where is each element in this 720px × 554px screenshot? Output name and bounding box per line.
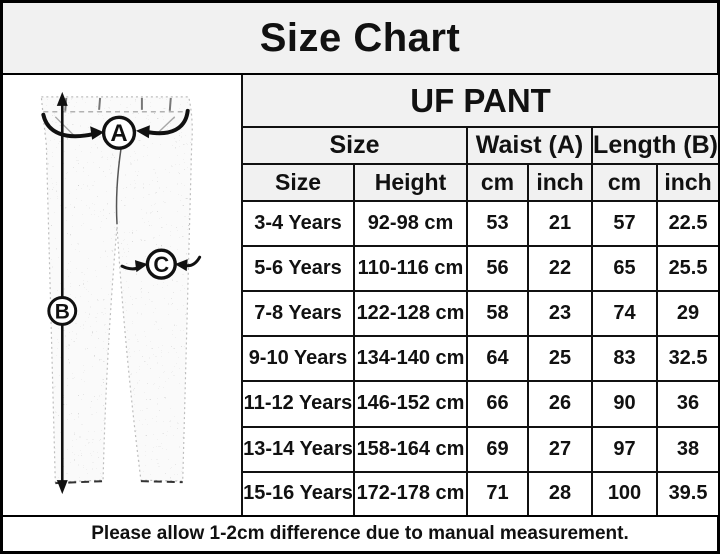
size-cell: 15-16 Years [241,470,355,515]
length-inch-cell: 25.5 [655,245,719,293]
length-cm-cell: 57 [591,199,658,248]
length-cm-cell: 90 [591,380,658,428]
waist-inch-cell: 28 [527,470,593,515]
product-title: UF PANT [240,75,719,128]
col-header-waist-inch: inch [527,163,593,202]
left-pocket-line [54,116,76,138]
col-header-length-inch: inch [655,163,719,202]
length-inch-cell: 29 [655,290,719,338]
size-cell: 9-10 Years [241,335,355,383]
size-cell: 5-6 Years [241,245,355,293]
length-cm-cell: 65 [591,245,658,293]
table-row: 15-16 Years 172-178 cm 71 28 100 39.5 [241,470,719,515]
size-cell: 11-12 Years [241,380,355,428]
size-table: UF PANT Size Waist (A) Length (B) Size H… [240,75,719,515]
waist-inch-cell: 23 [527,290,593,338]
length-measure-arrow: B [47,91,78,495]
content-area: B A C [3,75,719,515]
waist-measure-arrows: A [41,108,190,150]
height-cell: 158-164 cm [353,425,468,473]
pants-measurement-diagram: B A C [3,75,241,515]
size-cell: 7-8 Years [241,290,355,338]
height-cell: 172-178 cm [353,470,468,515]
arrowhead-right-icon [90,126,105,140]
length-cm-cell: 83 [591,335,658,383]
length-inch-cell: 36 [655,380,719,428]
waist-cm-cell: 71 [466,470,529,515]
length-marker-label: B [55,300,70,323]
group-header-waist: Waist (A) [466,126,593,165]
length-cm-cell: 74 [591,290,658,338]
waist-cm-cell: 58 [466,290,529,338]
table-row: 13-14 Years 158-164 cm 69 27 97 38 [241,425,719,473]
waist-inch-cell: 26 [527,380,593,428]
length-cm-cell: 97 [591,425,658,473]
size-cell: 3-4 Years [241,199,355,248]
table-row: 3-4 Years 92-98 cm 53 21 57 22.5 [241,199,719,248]
product-title-row: UF PANT [240,75,719,128]
right-hem-line [140,480,183,484]
waist-cm-cell: 56 [466,245,529,293]
arrowhead-left-icon [135,125,150,139]
waist-inch-cell: 22 [527,245,593,293]
col-header-height: Height [353,163,468,202]
waist-inch-cell: 25 [527,335,593,383]
size-cell: 13-14 Years [241,425,355,473]
waist-inch-cell: 21 [527,199,593,248]
height-cell: 122-128 cm [353,290,468,338]
table-row: 7-8 Years 122-128 cm 58 23 74 29 [241,290,719,338]
size-table-panel: UF PANT Size Waist (A) Length (B) Size H… [240,75,719,515]
length-inch-cell: 32.5 [655,335,719,383]
title-bar: Size Chart [3,3,717,75]
group-header-row: Size Waist (A) Length (B) [241,126,719,165]
sub-header-row: Size Height cm inch cm inch [241,163,719,202]
waist-cm-cell: 53 [466,199,529,248]
footer-note-bar: Please allow 1-2cm difference due to man… [3,515,717,551]
length-inch-cell: 38 [655,425,719,473]
arrowhead-left-icon [174,259,188,272]
arrowhead-up-icon [56,91,68,106]
group-header-length: Length (B) [590,126,719,165]
height-cell: 146-152 cm [353,380,468,428]
arrowhead-right-icon [134,260,148,273]
height-cell: 110-116 cm [353,245,468,293]
col-header-waist-cm: cm [466,163,529,202]
thigh-measure-arrows: C [120,248,202,280]
height-cell: 134-140 cm [353,335,468,383]
col-header-size: Size [241,163,355,202]
footer-note: Please allow 1-2cm difference due to man… [91,523,629,544]
height-cell: 92-98 cm [353,199,468,248]
col-header-length-cm: cm [591,163,658,202]
waist-cm-cell: 64 [466,335,529,383]
thigh-marker-label: C [153,252,169,277]
waist-cm-cell: 69 [466,425,529,473]
table-row: 5-6 Years 110-116 cm 56 22 65 25.5 [241,245,719,293]
group-header-size: Size [241,126,468,165]
waist-cm-cell: 66 [466,380,529,428]
waist-marker-label: A [110,120,127,147]
length-inch-cell: 22.5 [655,199,719,248]
table-row: 11-12 Years 146-152 cm 66 26 90 36 [241,380,719,428]
pants-illustration: B A C [40,91,202,495]
table-row: 9-10 Years 134-140 cm 64 25 83 32.5 [241,335,719,383]
page-title: Size Chart [259,15,461,60]
fly-seam-line [115,148,122,225]
length-inch-cell: 39.5 [655,470,719,515]
left-hem-line [55,480,104,485]
waist-inch-cell: 27 [527,425,593,473]
length-cm-cell: 100 [591,470,658,515]
arrowhead-down-icon [56,480,68,495]
